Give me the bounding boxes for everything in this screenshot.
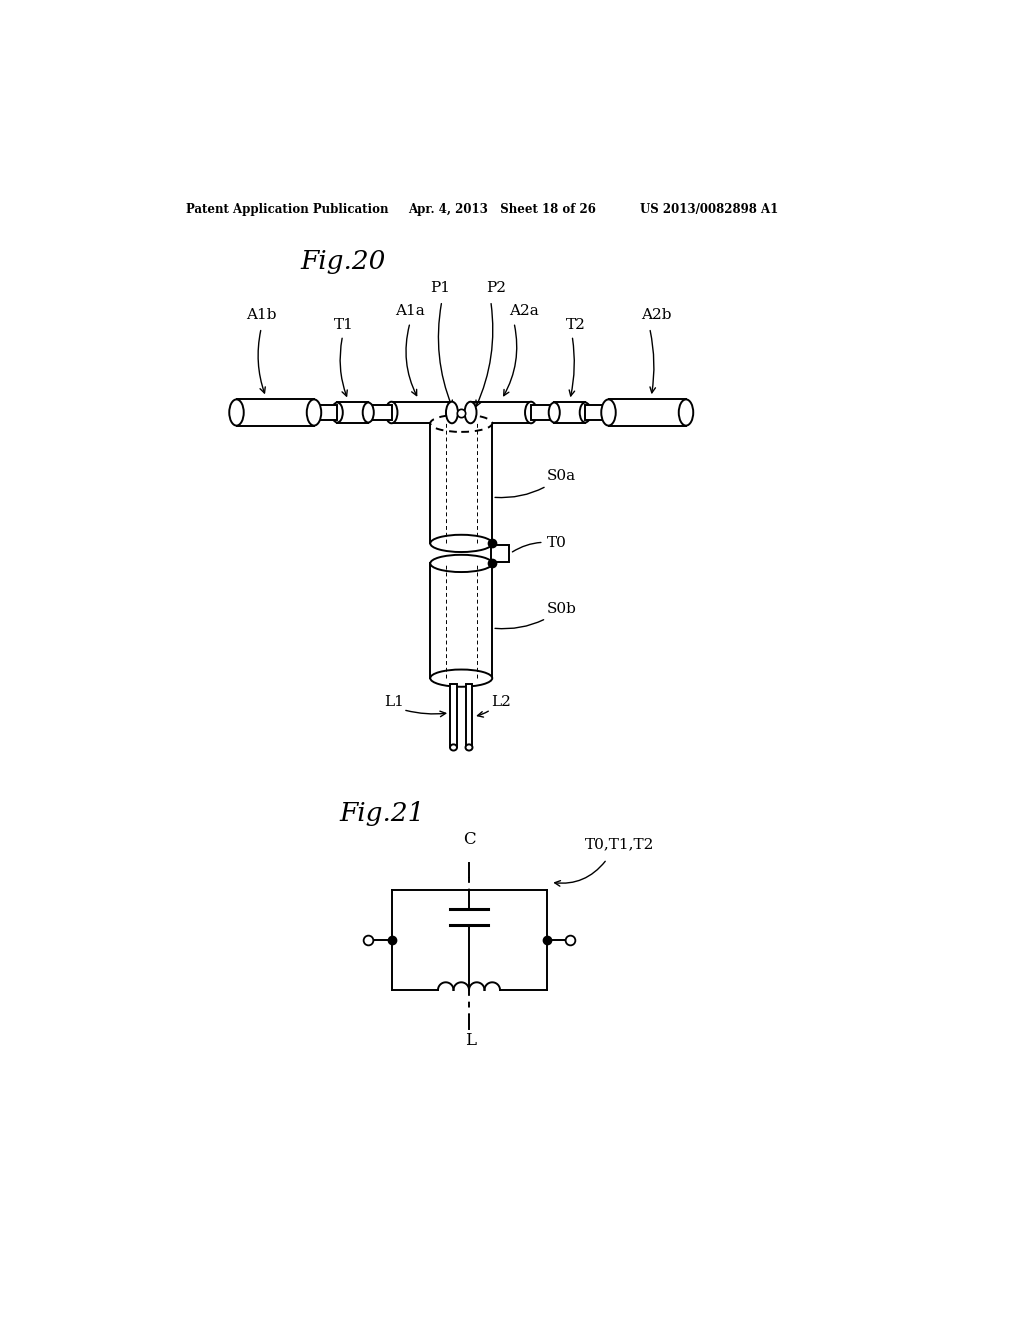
Text: P2: P2 — [486, 281, 506, 296]
Text: US 2013/0082898 A1: US 2013/0082898 A1 — [640, 203, 778, 216]
Bar — [492, 545, 509, 562]
Bar — [314, 405, 337, 420]
Ellipse shape — [430, 535, 493, 552]
Ellipse shape — [307, 400, 322, 425]
Text: L: L — [465, 1032, 476, 1049]
Ellipse shape — [679, 400, 693, 425]
Ellipse shape — [430, 414, 493, 432]
Ellipse shape — [450, 744, 457, 751]
Ellipse shape — [580, 403, 591, 422]
Bar — [369, 405, 391, 420]
Ellipse shape — [430, 554, 493, 572]
Ellipse shape — [466, 744, 472, 751]
Bar — [450, 684, 457, 747]
Text: A1a: A1a — [394, 304, 424, 318]
Text: L1: L1 — [384, 694, 403, 709]
Text: L2: L2 — [490, 694, 511, 709]
Text: T0,T1,T2: T0,T1,T2 — [586, 837, 654, 851]
Bar — [237, 400, 314, 425]
Bar — [471, 401, 531, 424]
Text: T1: T1 — [334, 318, 354, 331]
Text: Fig.21: Fig.21 — [340, 801, 425, 826]
Ellipse shape — [385, 401, 397, 424]
Text: A2b: A2b — [641, 309, 672, 322]
Ellipse shape — [525, 401, 537, 424]
Text: T0: T0 — [512, 536, 566, 552]
Ellipse shape — [430, 669, 493, 686]
Bar — [466, 684, 472, 747]
Text: P1: P1 — [430, 281, 451, 296]
Text: S0a: S0a — [495, 470, 575, 498]
Text: Patent Application Publication: Patent Application Publication — [186, 203, 389, 216]
Text: C: C — [464, 830, 476, 847]
Bar — [586, 405, 608, 420]
Bar — [554, 403, 586, 422]
Text: Apr. 4, 2013   Sheet 18 of 26: Apr. 4, 2013 Sheet 18 of 26 — [409, 203, 596, 216]
Ellipse shape — [332, 403, 343, 422]
Ellipse shape — [229, 400, 244, 425]
Ellipse shape — [549, 403, 560, 422]
Bar — [337, 403, 369, 422]
Ellipse shape — [362, 403, 374, 422]
Text: Fig.20: Fig.20 — [300, 249, 385, 275]
Bar — [391, 401, 452, 424]
Ellipse shape — [465, 401, 476, 424]
Bar — [531, 405, 554, 420]
Text: A2a: A2a — [509, 304, 539, 318]
Ellipse shape — [601, 400, 615, 425]
Bar — [608, 400, 686, 425]
Bar — [430, 564, 493, 678]
Ellipse shape — [446, 401, 458, 424]
Text: T2: T2 — [566, 318, 586, 331]
Text: A1b: A1b — [246, 309, 276, 322]
Text: S0b: S0b — [495, 602, 577, 628]
Bar — [430, 424, 493, 544]
